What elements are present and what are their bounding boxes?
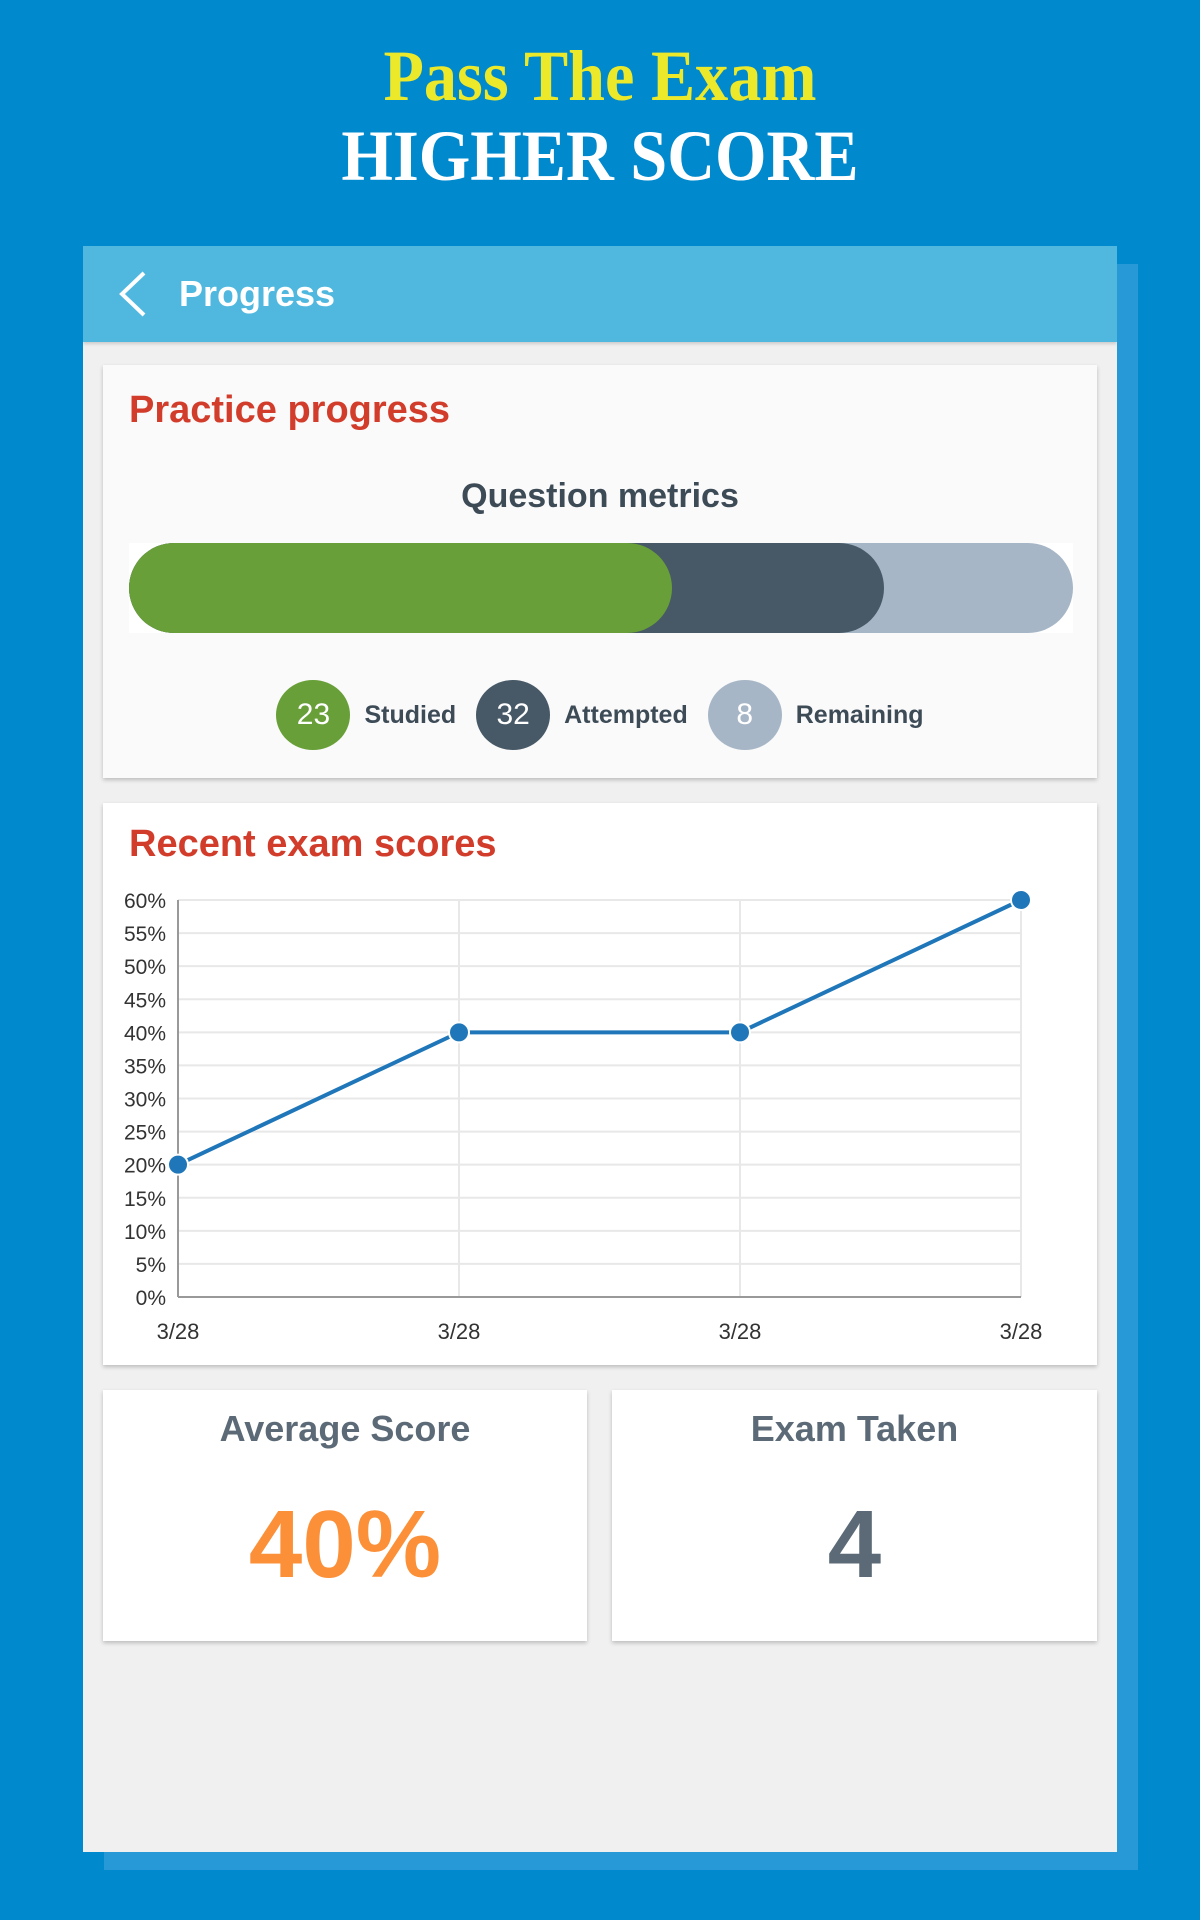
app-bar: Progress	[83, 246, 1117, 342]
x-tick-label: 3/28	[1000, 1319, 1043, 1344]
y-tick-label: 60%	[124, 890, 166, 913]
y-tick-label: 30%	[124, 1089, 166, 1112]
x-tick-label: 3/28	[157, 1319, 200, 1344]
score-line	[177, 898, 1022, 1167]
attempted-label: Attempted	[564, 700, 688, 729]
y-tick-label: 0%	[136, 1287, 166, 1310]
practice-progress-card: Practice progress Question metrics 23 St…	[103, 365, 1097, 778]
y-tick-label: 20%	[124, 1155, 166, 1178]
y-tick-label: 35%	[124, 1055, 166, 1078]
remaining-count-badge: 8	[707, 680, 782, 750]
average-score-card: Average Score 40%	[103, 1390, 587, 1641]
y-tick-label: 40%	[124, 1022, 166, 1045]
exams-taken-label: Exam Taken	[750, 1408, 959, 1449]
y-tick-label: 55%	[124, 923, 166, 946]
bar-segment-studied	[129, 543, 672, 633]
data-point[interactable]	[167, 1153, 189, 1176]
studied-label: Studied	[364, 700, 457, 729]
y-tick-label: 5%	[136, 1254, 166, 1277]
y-tick-label: 10%	[124, 1221, 166, 1244]
attempted-count-badge: 32	[476, 680, 551, 750]
y-tick-label: 45%	[124, 989, 166, 1012]
exams-taken-value: 4	[827, 1491, 882, 1598]
chevron-left-icon	[119, 271, 146, 317]
card-title: Recent exam scores	[129, 823, 497, 865]
back-button[interactable]	[103, 264, 163, 324]
y-tick-label: 15%	[124, 1188, 166, 1211]
legend-remaining: 8 Remaining	[707, 680, 924, 750]
promo-headline: Pass The Exam	[383, 36, 817, 116]
x-tick-label: 3/28	[438, 1319, 481, 1344]
card-title: Practice progress	[129, 389, 451, 431]
exams-taken-card: Exam Taken 4	[612, 1390, 1097, 1641]
average-score-value: 40%	[248, 1491, 442, 1598]
metrics-title: Question metrics	[461, 477, 739, 515]
average-score-label: Average Score	[219, 1408, 471, 1449]
data-point[interactable]	[1010, 889, 1032, 911]
data-point[interactable]	[448, 1021, 470, 1044]
scores-line-chart: 0% 5% 10% 15% 20% 25% 30% 35% 40% 45% 50% 55% 60% 3/2…	[124, 889, 1043, 1344]
remaining-label: Remaining	[795, 700, 924, 729]
metrics-legend: 23 Studied 32 Attempted 8 Remaining	[103, 677, 1097, 753]
x-tick-label: 3/28	[719, 1319, 762, 1344]
promo-banner: Pass The Exam HIGHER SCORE	[0, 0, 1200, 240]
data-point[interactable]	[729, 1021, 751, 1044]
question-metrics-bar	[129, 543, 1073, 633]
legend-attempted: 32 Attempted	[476, 680, 688, 750]
promo-subheadline: HIGHER SCORE	[341, 116, 859, 196]
y-tick-label: 25%	[124, 1122, 166, 1145]
page-title: Progress	[179, 273, 336, 314]
recent-scores-card: Recent exam scores 0% 5% 10% 15% 20% 25% 30% 35…	[103, 803, 1097, 1365]
legend-studied: 23 Studied	[276, 680, 456, 750]
studied-count-badge: 23	[276, 680, 351, 750]
y-tick-label: 50%	[124, 956, 166, 979]
app-screen: Progress Practice progress Question metr…	[83, 246, 1117, 1852]
